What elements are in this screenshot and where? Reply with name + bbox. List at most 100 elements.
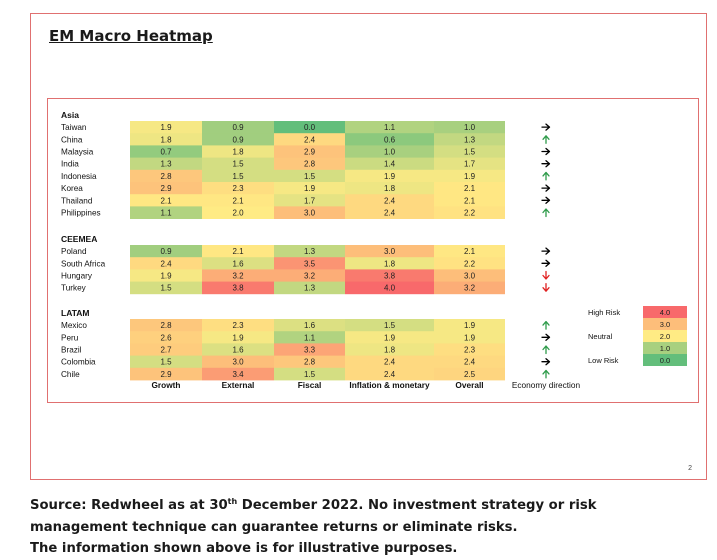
heatmap-cell-malaysia-overall	[434, 145, 505, 158]
cell-value-philippines-inflation-monetary: 2.4	[384, 209, 396, 218]
legend-swatch-0-0	[643, 354, 687, 366]
heatmap-cell-hungary-inflation-monetary	[345, 269, 434, 282]
column-label-overall: Overall	[455, 380, 483, 390]
cell-value-turkey-inflation-monetary: 4.0	[384, 284, 396, 293]
heatmap-cell-mexico-fiscal	[274, 319, 345, 332]
cell-value-india-growth: 1.3	[160, 160, 172, 169]
cell-value-hungary-external: 3.2	[232, 272, 244, 281]
row-label-brazil: Brazil	[61, 346, 82, 355]
cell-value-philippines-fiscal: 3.0	[304, 209, 316, 218]
cell-value-taiwan-external: 0.9	[232, 123, 244, 132]
row-label-turkey: Turkey	[61, 284, 87, 293]
cell-value-brazil-fiscal: 3.3	[304, 346, 316, 355]
cell-value-turkey-overall: 3.2	[464, 284, 476, 293]
cell-value-brazil-external: 1.6	[232, 346, 244, 355]
heatmap-cell-taiwan-inflation-monetary	[345, 121, 434, 134]
cell-value-chile-overall: 2.5	[464, 370, 476, 379]
row-label-china: China	[61, 135, 83, 144]
row-label-mexico: Mexico	[61, 321, 87, 330]
direction-arrow-up-brazil	[542, 345, 550, 355]
heatmap-cell-south-africa-growth	[130, 257, 202, 270]
heatmap-cell-peru-inflation-monetary	[345, 331, 434, 344]
cell-value-india-overall: 1.7	[464, 160, 476, 169]
direction-arrow-up-chile	[542, 369, 550, 379]
heatmap-cell-brazil-fiscal	[274, 343, 345, 356]
direction-arrow-right-korea	[541, 184, 551, 192]
cell-value-south-africa-growth: 2.4	[160, 259, 172, 268]
cell-value-india-inflation-monetary: 1.4	[384, 160, 396, 169]
direction-arrow-right-india	[541, 160, 551, 168]
heatmap-cell-indonesia-growth	[130, 169, 202, 183]
heatmap-cell-chile-external	[202, 367, 274, 381]
cell-value-chile-growth: 2.9	[160, 370, 172, 379]
heatmap-cell-hungary-external	[202, 269, 274, 282]
cell-value-china-external: 0.9	[232, 135, 244, 144]
cell-value-colombia-external: 3.0	[232, 358, 244, 367]
cell-value-indonesia-growth: 2.8	[160, 172, 172, 181]
direction-arrow-down-hungary	[542, 270, 550, 280]
cell-value-chile-inflation-monetary: 2.4	[384, 370, 396, 379]
source-line-2: management technique can guarantee retur…	[30, 519, 518, 535]
column-label-inflation-monetary: Inflation & monetary	[349, 380, 430, 390]
heatmap-cell-poland-overall	[434, 245, 505, 258]
cell-value-hungary-inflation-monetary: 3.8	[384, 272, 396, 281]
cell-value-mexico-overall: 1.9	[464, 321, 476, 330]
cell-value-taiwan-inflation-monetary: 1.1	[384, 123, 396, 132]
direction-arrow-right-south-africa	[541, 259, 551, 267]
row-label-indonesia: Indonesia	[61, 172, 97, 181]
cell-value-thailand-overall: 2.1	[464, 196, 476, 205]
heatmap-cell-thailand-overall	[434, 194, 505, 207]
row-label-hungary: Hungary	[61, 272, 93, 281]
cell-value-turkey-fiscal: 1.3	[304, 284, 316, 293]
heatmap-cell-poland-external	[202, 245, 274, 258]
heatmap-cell-south-africa-overall	[434, 257, 505, 270]
heatmap-cell-indonesia-fiscal	[274, 169, 345, 183]
cell-value-colombia-growth: 1.5	[160, 358, 172, 367]
heatmap-cell-chile-growth	[130, 367, 202, 381]
cell-value-china-growth: 1.8	[160, 135, 172, 144]
heatmap-cell-brazil-overall	[434, 343, 505, 356]
heatmap-cell-peru-fiscal	[274, 331, 345, 344]
heatmap-cell-china-external	[202, 133, 274, 146]
cell-value-china-overall: 1.3	[464, 135, 476, 144]
cell-value-taiwan-overall: 1.0	[464, 123, 476, 132]
heatmap-cell-mexico-growth	[130, 319, 202, 332]
heatmap-cell-india-external	[202, 157, 274, 171]
cell-value-south-africa-inflation-monetary: 1.8	[384, 259, 396, 268]
cell-value-philippines-external: 2.0	[232, 209, 244, 218]
cell-value-malaysia-fiscal: 2.9	[304, 148, 316, 157]
row-label-poland: Poland	[61, 247, 87, 256]
cell-value-philippines-overall: 2.2	[464, 209, 476, 218]
heatmap-cell-chile-fiscal	[274, 367, 345, 381]
row-label-korea: Korea	[61, 184, 83, 193]
row-label-india: India	[61, 160, 79, 169]
source-superscript: th	[227, 497, 238, 506]
heatmap-cell-philippines-growth	[130, 206, 202, 219]
cell-value-taiwan-fiscal: 0.0	[304, 123, 316, 132]
group-header-ceemea: CEEMEA	[61, 234, 97, 244]
heatmap-cell-taiwan-external	[202, 121, 274, 134]
cell-value-korea-external: 2.3	[232, 184, 244, 193]
heatmap-cell-hungary-fiscal	[274, 269, 345, 282]
heatmap-cell-turkey-fiscal	[274, 281, 345, 295]
page-title: EM Macro Heatmap	[49, 27, 213, 45]
legend-value-4-0: 4.0	[660, 308, 670, 317]
heatmap-cell-brazil-growth	[130, 343, 202, 356]
heatmap-cell-taiwan-overall	[434, 121, 505, 134]
row-label-taiwan: Taiwan	[61, 123, 87, 132]
heatmap-cell-thailand-inflation-monetary	[345, 194, 434, 207]
heatmap-chart: Asia Taiwan 1.9 0.9 0.0 1.1 1.0 China 1.8 0.9 2.4 0…	[61, 110, 687, 390]
row-label-malaysia: Malaysia	[61, 148, 94, 157]
source-line-1: Source: Redwheel as at 30th December 202…	[30, 495, 710, 517]
heatmap-cell-mexico-overall	[434, 319, 505, 332]
heatmap-cell-peru-overall	[434, 331, 505, 344]
heatmap-cell-india-overall	[434, 157, 505, 171]
legend-value-2-0: 2.0	[660, 332, 670, 341]
heatmap-cell-thailand-growth	[130, 194, 202, 207]
cell-value-india-external: 1.5	[232, 160, 244, 169]
heatmap-cell-indonesia-inflation-monetary	[345, 169, 434, 183]
column-label-fiscal: Fiscal	[298, 380, 322, 390]
cell-value-peru-inflation-monetary: 1.9	[384, 333, 396, 342]
row-label-peru: Peru	[61, 333, 79, 342]
heatmap-cell-korea-growth	[130, 182, 202, 195]
